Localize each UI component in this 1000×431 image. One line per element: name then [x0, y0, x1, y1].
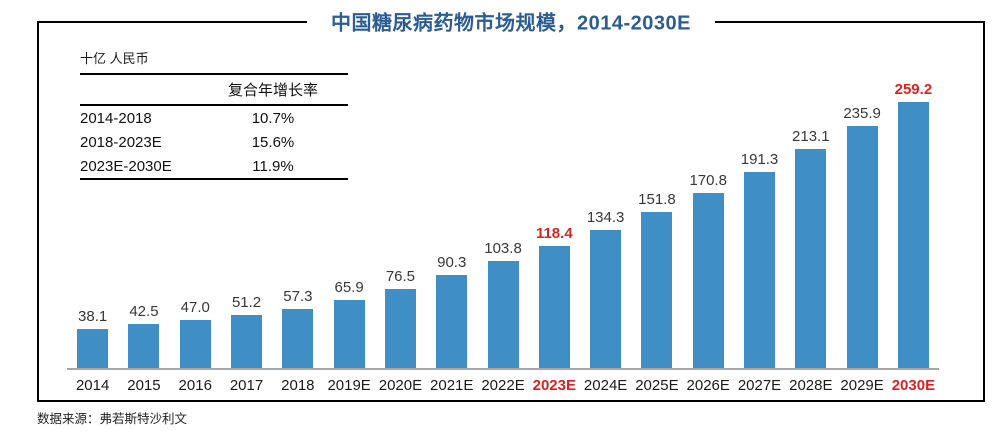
bar: [179, 320, 211, 368]
cagr-header-label: 复合年增长率: [227, 82, 318, 99]
bar: [333, 300, 365, 368]
bar-value-label: 47.0: [180, 299, 210, 316]
cagr-row: 2023E-2030E 11.9%: [80, 154, 348, 179]
cagr-value: 15.6%: [251, 133, 295, 151]
bar-value-label: 235.9: [843, 105, 881, 122]
bar: [282, 309, 314, 368]
bar-value-label: 90.3: [437, 254, 467, 271]
bar: [692, 193, 724, 368]
bar-group: 170.8: [683, 172, 734, 368]
bar-group: 65.9: [323, 279, 374, 368]
bar: [128, 324, 160, 368]
cagr-period: 2014-2018: [80, 109, 152, 127]
bar-value-label: 76.5: [385, 268, 416, 285]
x-axis-label: 2028E: [789, 377, 833, 394]
x-axis-label: 2027E: [737, 377, 782, 394]
bar-group: 51.2: [221, 294, 272, 368]
bar-value-label: 57.3: [283, 288, 313, 305]
x-axis-label: 2021E: [430, 377, 474, 394]
x-axis-label: 2015: [127, 377, 161, 394]
bar-group: 235.9: [836, 105, 887, 368]
bar: [795, 149, 827, 368]
bar-group: 42.5: [118, 303, 169, 368]
bar-value-label: 151.8: [638, 191, 676, 208]
x-axis-label: 2024E: [583, 377, 628, 394]
bar: [744, 172, 775, 368]
bar-group: 213.1: [785, 128, 836, 368]
bar-value-label: 103.8: [484, 240, 522, 257]
bar-group: 191.3: [734, 151, 785, 368]
x-axis-label: 2016: [178, 377, 212, 394]
unit-label: 十亿 人民币: [80, 51, 149, 66]
bar-value-label: 170.8: [689, 172, 727, 189]
x-axis-label: 2018: [281, 377, 315, 394]
bar-group: 38.1: [67, 308, 118, 368]
x-axis-label: 2023E: [532, 377, 576, 394]
bar-value-label: 42.5: [129, 303, 159, 320]
cagr-row: 2018-2023E 15.6%: [80, 130, 348, 154]
bar: [538, 246, 570, 368]
x-axis-label: 2029E: [840, 377, 884, 394]
bar-group: 90.3: [426, 254, 477, 368]
cagr-period: 2023E-2030E: [80, 157, 172, 175]
cagr-table: 复合年增长率 2014-2018 10.7% 2018-2023E 15.6% 2023…: [80, 73, 348, 180]
bar: [846, 126, 878, 368]
x-axis-label: 2030E: [891, 377, 936, 394]
chart-frame: 中国糖尿病药物市场规模，2014-2030E 十亿 人民币 复合年增长率 201…: [37, 6, 985, 402]
bar: [590, 230, 622, 368]
bar-group: 57.3: [272, 288, 323, 368]
source-note: 数据来源：弗若斯特沙利文: [37, 412, 188, 426]
bar-value-label: 259.2: [894, 81, 933, 98]
bar: [436, 275, 468, 368]
x-axis-labels: 2014 2015 2016 2017 2018 2019E 2020E 2021E 2022E…: [67, 370, 939, 394]
x-axis-label: 2026E: [686, 377, 730, 394]
x-axis-label: 2025E: [635, 377, 679, 394]
bar-value-label: 38.1: [78, 308, 108, 325]
bar: [641, 212, 673, 368]
cagr-period: 2018-2023E: [80, 133, 162, 151]
bar-value-label: 191.3: [740, 151, 779, 168]
cagr-value: 10.7%: [251, 109, 295, 127]
x-axis-label: 2020E: [378, 377, 423, 394]
bar-group: 47.0: [170, 299, 221, 368]
x-axis-label: 2014: [75, 377, 110, 394]
bar: [897, 102, 929, 368]
bar: [77, 329, 109, 368]
cagr-table-body: 2014-2018 10.7% 2018-2023E 15.6% 2023E-2030E…: [80, 105, 348, 179]
bar-value-label: 51.2: [231, 294, 262, 311]
bars-area: 38.1 42.5 47.0 51.2 57.3 65.9 76.5 90.3 103.8 118…: [67, 76, 939, 370]
bar: [487, 261, 519, 368]
bar-value-label: 65.9: [334, 279, 364, 296]
bar-value-label: 118.4: [535, 225, 573, 242]
cagr-row: 2014-2018 10.7%: [80, 105, 348, 130]
cagr-header-row: 复合年增长率: [80, 74, 348, 105]
bar: [384, 289, 416, 368]
bar-group: 134.3: [580, 209, 631, 368]
x-axis-label: 2019E: [327, 377, 371, 394]
bar-group: 76.5: [375, 268, 426, 368]
bar-group: 118.4: [529, 225, 580, 368]
chart-title: 中国糖尿病药物市场规模，2014-2030E: [307, 6, 715, 36]
bar-chart: 38.1 42.5 47.0 51.2 57.3 65.9 76.5 90.3 103.8 118…: [67, 76, 939, 394]
cagr-value: 11.9%: [252, 157, 294, 175]
bar-group: 259.2: [888, 81, 939, 368]
bar-group: 103.8: [477, 240, 528, 368]
bar-value-label: 213.1: [792, 128, 830, 145]
bar-value-label: 134.3: [586, 209, 625, 226]
bar: [231, 315, 263, 368]
bar-group: 151.8: [631, 191, 682, 368]
x-axis-label: 2022E: [481, 377, 525, 394]
x-axis-label: 2017: [229, 377, 264, 394]
